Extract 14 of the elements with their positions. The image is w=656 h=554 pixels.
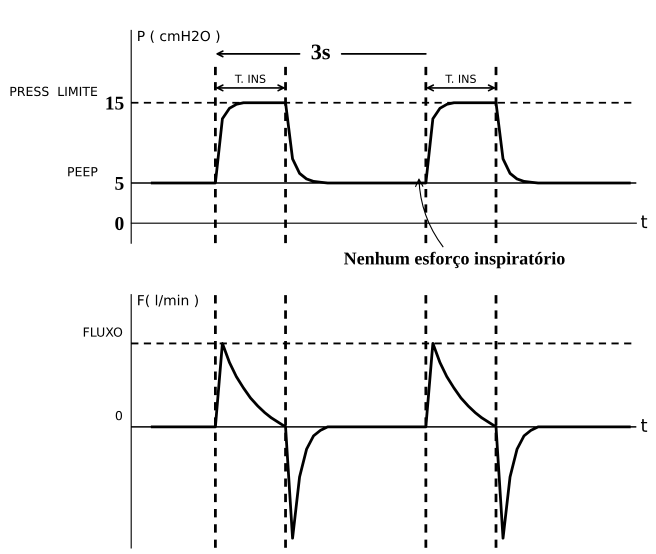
annotation: T. INS xyxy=(234,74,266,83)
y-tick-label: 5 xyxy=(115,177,124,190)
y-tick-label: 15 xyxy=(106,96,124,110)
ref-line-label: PRESS LIMITE xyxy=(10,86,98,96)
y-axis-title: P ( cmH2O ) xyxy=(138,30,220,43)
annotation: T. INS xyxy=(445,74,476,83)
annotation: 3s xyxy=(312,44,330,60)
text: Nenhum esforço inspiratório xyxy=(344,252,565,268)
y-axis-title: F( l/min ) xyxy=(138,294,198,308)
x-axis-title: t xyxy=(640,215,648,228)
ref-line-label: PEEP xyxy=(68,167,98,176)
ref-line-label: FLUXO xyxy=(84,327,122,337)
y-tick-label: 0 xyxy=(115,216,124,230)
x-axis-title: t xyxy=(640,419,648,432)
